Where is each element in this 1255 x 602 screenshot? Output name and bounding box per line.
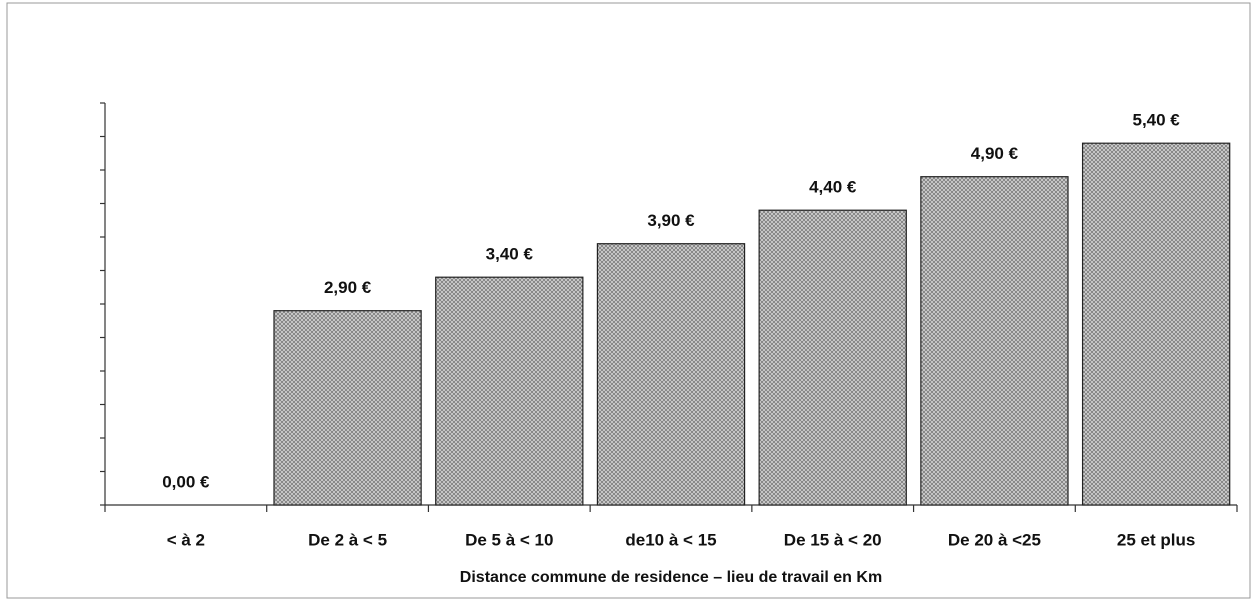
bar xyxy=(920,176,1069,506)
value-label: 4,40 € xyxy=(809,178,857,197)
value-label: 4,90 € xyxy=(971,144,1019,163)
value-label: 3,90 € xyxy=(647,211,695,230)
x-axis-title: Distance commune de residence – lieu de … xyxy=(460,569,882,586)
bar xyxy=(758,209,907,506)
value-label: 2,90 € xyxy=(324,278,372,297)
bar xyxy=(273,310,422,506)
x-tick-label: < à 2 xyxy=(167,530,205,549)
value-label: 5,40 € xyxy=(1133,111,1181,130)
x-tick-label: De 5 à < 10 xyxy=(465,530,553,549)
value-label: 0,00 € xyxy=(162,472,210,491)
x-tick-label: 25 et plus xyxy=(1117,530,1195,549)
bar xyxy=(435,276,584,506)
x-tick-label: De 20 à <25 xyxy=(948,530,1041,549)
bar xyxy=(596,243,746,506)
frame xyxy=(6,2,1251,599)
x-tick-label: De 2 à < 5 xyxy=(308,530,387,549)
value-label: 3,40 € xyxy=(486,245,534,264)
x-tick-label: de10 à < 15 xyxy=(625,530,716,549)
x-tick-label: De 15 à < 20 xyxy=(784,530,882,549)
bar xyxy=(1081,142,1231,506)
